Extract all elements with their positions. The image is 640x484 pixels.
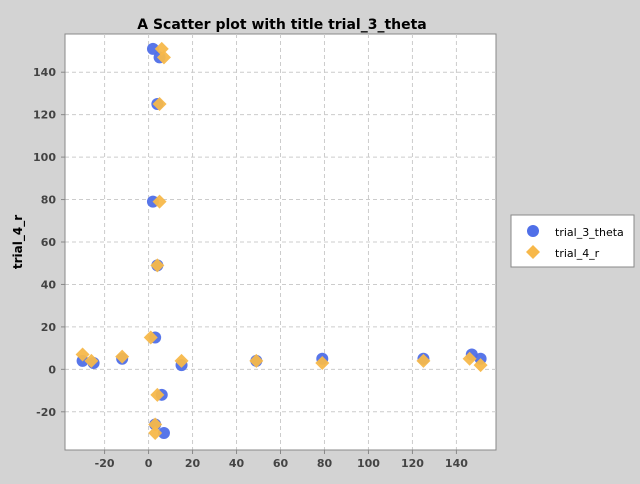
point-trial-4-r: [156, 50, 171, 65]
x-tick-label: 100: [357, 457, 380, 470]
x-tick-label: 0: [145, 457, 153, 470]
legend-label-trial-3-theta: trial_3_theta: [555, 226, 624, 239]
chart-title: A Scatter plot with title trial_3_theta: [137, 17, 427, 33]
point-trial-4-r: [75, 347, 90, 362]
point-trial-3-theta: [146, 42, 159, 55]
point-trial-4-r: [473, 358, 488, 373]
point-trial-4-r: [462, 351, 477, 366]
y-tick-label: 40: [41, 278, 57, 291]
x-tick-label: 60: [273, 457, 289, 470]
point-trial-4-r: [143, 330, 158, 345]
point-trial-4-r: [315, 355, 330, 370]
legend-marker-trial-4-r: [526, 245, 540, 259]
point-trial-4-r: [150, 387, 165, 402]
x-tick-label: 20: [185, 457, 201, 470]
x-tick-label: 80: [317, 457, 333, 470]
point-trial-4-r: [148, 426, 163, 441]
grid-lines: [65, 34, 496, 450]
y-tick-label: 80: [41, 194, 57, 207]
x-tick-label: -20: [95, 457, 115, 470]
x-tick-label: 120: [401, 457, 424, 470]
legend-box: [510, 214, 635, 268]
legend: trial_3_theta trial_4_r: [510, 214, 635, 268]
legend-label-trial-4-r: trial_4_r: [555, 247, 600, 260]
data-points: [75, 41, 488, 441]
legend-marker-trial-3-theta: [527, 225, 539, 237]
y-tick-label: 100: [33, 151, 56, 164]
y-tick-label: 20: [41, 321, 57, 334]
point-trial-4-r: [174, 353, 189, 368]
point-trial-4-r: [84, 353, 99, 368]
x-tick-label: 140: [445, 457, 468, 470]
y-tick-label: 60: [41, 236, 57, 249]
axis-ticks: -20 0 20 40 60 80 100 120 140 -20 0 20 40 60 80 100 120 1…: [33, 66, 468, 470]
y-tick-label: -20: [36, 406, 56, 419]
y-tick-label: 140: [33, 66, 56, 79]
point-trial-4-r: [249, 353, 264, 368]
point-trial-3-theta: [157, 427, 170, 440]
y-axis-label: trial_4_r: [11, 215, 26, 269]
point-trial-4-r: [416, 353, 431, 368]
point-trial-4-r: [115, 349, 130, 364]
point-trial-4-r: [152, 97, 167, 112]
point-trial-4-r: [150, 258, 165, 273]
y-tick-label: 0: [48, 363, 56, 376]
point-trial-4-r: [148, 417, 163, 432]
y-tick-label: 120: [33, 109, 56, 122]
x-tick-label: 40: [229, 457, 245, 470]
point-trial-4-r: [152, 194, 167, 209]
